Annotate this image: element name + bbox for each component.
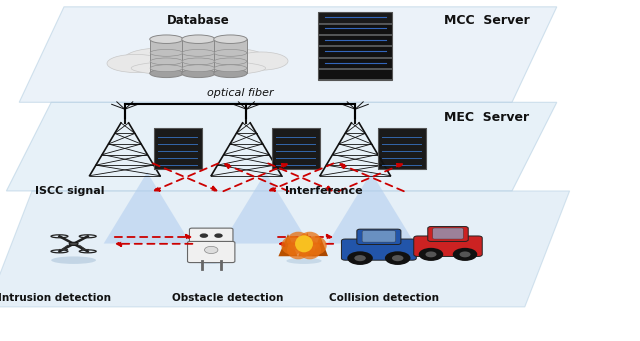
Ellipse shape [214,49,246,56]
Bar [272,128,320,169]
FancyBboxPatch shape [319,24,392,34]
Ellipse shape [194,258,229,264]
Ellipse shape [214,35,247,43]
Text: Interference: Interference [285,186,362,196]
FancyBboxPatch shape [150,39,183,73]
FancyBboxPatch shape [378,128,426,169]
Text: Intrusion detection: Intrusion detection [0,293,111,303]
FancyBboxPatch shape [189,228,233,245]
Text: ISCC signal: ISCC signal [35,186,105,196]
Ellipse shape [182,69,215,78]
Text: MEC  Server: MEC Server [444,111,529,124]
Circle shape [200,233,208,238]
Ellipse shape [51,256,96,264]
Bar [378,128,426,169]
Circle shape [385,251,410,265]
Ellipse shape [214,69,247,78]
Ellipse shape [287,232,310,251]
Polygon shape [278,234,298,256]
Ellipse shape [150,49,182,56]
Polygon shape [6,102,557,191]
FancyBboxPatch shape [319,58,392,68]
FancyBboxPatch shape [319,12,392,23]
FancyBboxPatch shape [319,35,392,45]
Text: optical fiber: optical fiber [207,88,273,98]
Ellipse shape [295,235,313,252]
Ellipse shape [150,35,183,43]
FancyBboxPatch shape [433,228,463,239]
Bar [154,128,202,169]
Polygon shape [298,233,316,256]
Ellipse shape [69,242,78,246]
Ellipse shape [150,65,182,72]
Ellipse shape [182,58,214,65]
Polygon shape [19,7,557,102]
Circle shape [214,233,223,238]
Polygon shape [312,236,328,256]
Ellipse shape [282,236,303,255]
FancyBboxPatch shape [319,69,392,79]
Ellipse shape [182,35,215,43]
Text: Database: Database [167,14,230,27]
Circle shape [419,248,444,261]
Polygon shape [328,172,415,243]
Text: MCC  Server: MCC Server [444,14,529,27]
Ellipse shape [214,58,246,65]
Ellipse shape [150,58,182,65]
Polygon shape [0,191,570,307]
Circle shape [205,246,218,254]
Ellipse shape [107,54,164,73]
Ellipse shape [150,69,183,78]
Ellipse shape [152,39,227,64]
Ellipse shape [287,240,310,259]
FancyBboxPatch shape [272,128,320,169]
Ellipse shape [214,65,246,72]
Ellipse shape [182,65,214,72]
FancyBboxPatch shape [342,239,417,260]
Circle shape [348,251,373,265]
FancyBboxPatch shape [154,128,202,169]
Ellipse shape [200,49,268,72]
Text: Collision detection: Collision detection [329,293,439,303]
Ellipse shape [182,49,214,56]
Ellipse shape [287,258,322,264]
Ellipse shape [131,61,266,76]
Circle shape [460,251,470,257]
Bar [319,12,392,80]
FancyBboxPatch shape [414,236,483,256]
FancyBboxPatch shape [357,229,401,244]
Polygon shape [222,172,309,243]
FancyBboxPatch shape [428,226,468,241]
FancyBboxPatch shape [319,46,392,57]
Ellipse shape [123,48,195,72]
FancyBboxPatch shape [188,241,235,263]
FancyBboxPatch shape [214,39,247,73]
Ellipse shape [234,52,288,70]
Circle shape [355,255,366,261]
Ellipse shape [298,232,321,251]
Ellipse shape [305,236,326,255]
Ellipse shape [298,240,321,259]
Polygon shape [104,172,191,243]
Circle shape [452,248,477,261]
FancyBboxPatch shape [362,231,396,242]
Circle shape [392,255,403,261]
Text: Obstacle detection: Obstacle detection [172,293,283,303]
FancyBboxPatch shape [182,39,215,73]
Circle shape [426,251,436,257]
